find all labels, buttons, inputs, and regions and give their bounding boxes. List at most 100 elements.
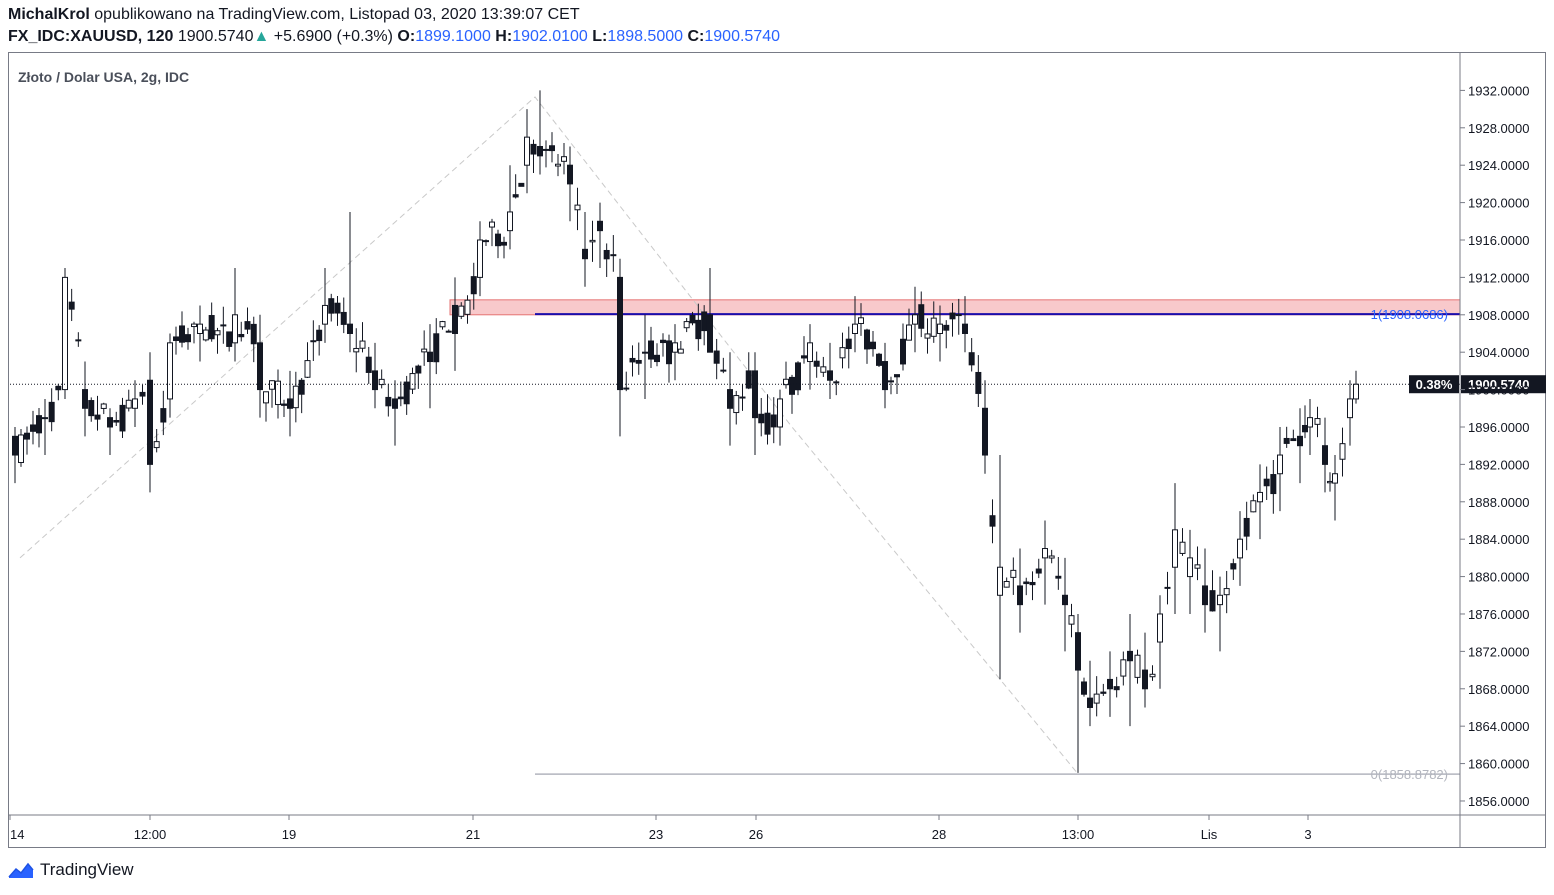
footer: TradingView <box>8 860 134 880</box>
candle-body <box>813 360 820 367</box>
candle <box>1127 613 1133 727</box>
candle-body <box>720 369 727 372</box>
candle <box>912 286 918 353</box>
candle <box>24 426 30 455</box>
price-tick-label: 1864.0000 <box>1468 719 1529 734</box>
candle-body <box>132 398 138 409</box>
candle-body <box>955 314 962 317</box>
candle-body <box>764 412 771 435</box>
candle-body <box>310 340 317 343</box>
candle-body <box>489 221 495 228</box>
candle-body <box>1055 575 1062 579</box>
candle-body <box>648 340 654 360</box>
candle <box>801 336 807 364</box>
candle-body <box>727 389 733 409</box>
candle-body <box>518 182 525 187</box>
candle <box>328 293 335 322</box>
candle <box>433 318 440 375</box>
candle <box>1277 426 1283 512</box>
candle-body <box>257 342 263 391</box>
candle-body <box>997 566 1003 596</box>
candle-body <box>1172 529 1178 568</box>
price-tick-label: 1876.0000 <box>1468 607 1529 622</box>
candle-body <box>900 338 906 365</box>
candle <box>287 370 293 437</box>
candle <box>378 369 385 389</box>
candle <box>549 132 555 163</box>
close-label: C: <box>687 28 705 45</box>
candle-body <box>1003 580 1010 588</box>
candle <box>561 143 567 175</box>
candle-body <box>415 365 422 374</box>
candle <box>1290 429 1297 442</box>
candle-body <box>1339 443 1346 460</box>
candle-body <box>574 204 581 211</box>
candle <box>147 352 153 493</box>
candle-body <box>385 396 392 407</box>
chart-frame[interactable] <box>8 52 1546 848</box>
candle-body <box>1332 473 1338 484</box>
candle <box>483 239 489 246</box>
candle <box>464 295 471 324</box>
candle <box>654 343 660 367</box>
time-tick-label: 19 <box>282 827 296 842</box>
price-tag-bg <box>1461 375 1546 394</box>
candle-body <box>695 319 702 340</box>
candle <box>1081 677 1087 697</box>
candle-body <box>733 395 740 414</box>
candle-body <box>852 323 858 334</box>
candle-body <box>1322 445 1328 465</box>
candle <box>334 295 341 326</box>
candle-body <box>745 370 752 389</box>
candle-body <box>937 323 943 334</box>
open-value: 1899.1000 <box>415 28 491 45</box>
candle <box>666 334 672 383</box>
candle <box>347 211 353 353</box>
candle <box>1120 651 1127 686</box>
candle <box>1270 460 1277 514</box>
candle-body <box>445 330 452 333</box>
author-name[interactable]: MichalKrol <box>8 6 90 23</box>
candle-body <box>1087 697 1093 708</box>
candle-body <box>1290 438 1297 442</box>
candle <box>660 333 666 357</box>
candle <box>36 407 42 448</box>
candle <box>353 328 360 373</box>
candle <box>1322 417 1328 493</box>
candle <box>1314 406 1321 438</box>
candle-body <box>894 374 900 378</box>
candle <box>733 390 740 425</box>
candle <box>1142 632 1148 708</box>
candle-body <box>1209 590 1216 612</box>
candle-body <box>372 370 378 391</box>
candle-body <box>167 342 173 400</box>
candle-body <box>94 414 101 420</box>
candle <box>197 305 203 362</box>
candle <box>1209 570 1216 612</box>
price-tick-label: 1900.0000 <box>1468 383 1529 398</box>
candle-body <box>353 347 360 353</box>
candle-body <box>477 239 483 278</box>
price-tick-label: 1880.0000 <box>1468 570 1529 585</box>
candle-body <box>949 312 956 320</box>
time-tick-label: 12:00 <box>134 827 167 842</box>
footer-brand[interactable]: TradingView <box>40 860 134 879</box>
candle <box>316 325 323 356</box>
candle <box>833 379 840 396</box>
candle <box>1157 595 1163 689</box>
tradingview-logo-icon[interactable] <box>8 861 34 879</box>
candle-body <box>147 379 153 465</box>
candle <box>298 378 305 414</box>
candle-body <box>1017 585 1023 606</box>
price-tick-label: 1916.0000 <box>1468 233 1529 248</box>
candle-body <box>1062 594 1068 606</box>
candle-body <box>975 371 982 394</box>
candle-body <box>220 324 227 327</box>
candle <box>727 352 733 446</box>
candle <box>173 326 179 355</box>
candle-body <box>1134 654 1141 678</box>
candle <box>1263 466 1270 500</box>
candle-body <box>629 357 636 363</box>
candle <box>1223 570 1230 614</box>
